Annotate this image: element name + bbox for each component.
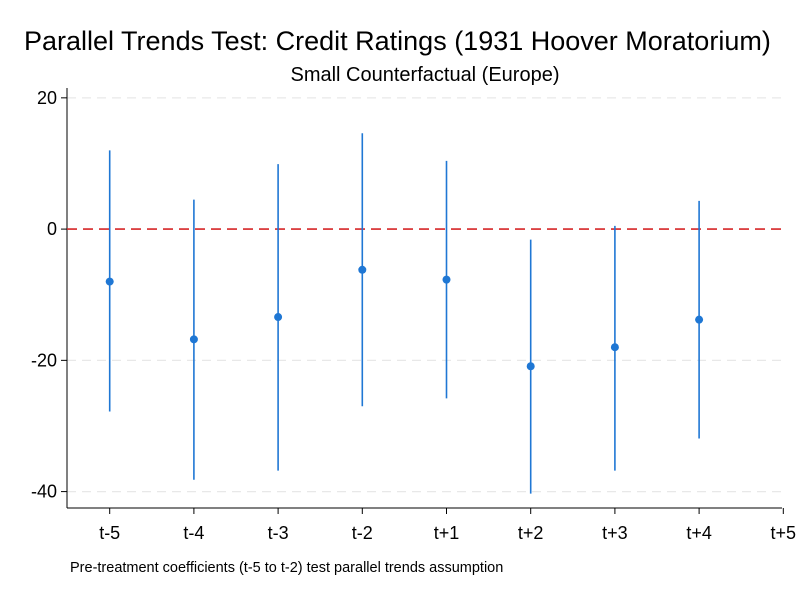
plot-marks bbox=[105, 133, 704, 494]
point-estimate bbox=[274, 313, 283, 322]
chart-title: Parallel Trends Test: Credit Ratings (19… bbox=[24, 26, 771, 56]
y-tick-label: 0 bbox=[47, 219, 57, 239]
tick-labels: 20 0 -20 -40 t-5 t-4 t-3 t-2 t+1 t+2 t+3 t+4 t+5 bbox=[31, 88, 796, 543]
x-tick-label: t+2 bbox=[518, 523, 544, 543]
point-estimate bbox=[189, 335, 198, 344]
x-tick-label: t+5 bbox=[771, 523, 797, 543]
chart-subtitle: Small Counterfactual (Europe) bbox=[290, 64, 559, 86]
x-tick-label: t-5 bbox=[99, 523, 120, 543]
grid bbox=[67, 97, 782, 493]
x-tick-label: t-4 bbox=[183, 523, 204, 543]
y-tick-label: -40 bbox=[31, 482, 57, 502]
chart-note: Pre-treatment coefficients (t-5 to t-2) … bbox=[70, 560, 503, 576]
point-estimate bbox=[695, 315, 704, 324]
x-tick-label: t+3 bbox=[602, 523, 628, 543]
x-tick-label: t+1 bbox=[434, 523, 460, 543]
x-tick-label: t-3 bbox=[268, 523, 289, 543]
x-tick-label: t+4 bbox=[686, 523, 712, 543]
point-estimate bbox=[358, 265, 367, 274]
y-tick-label: 20 bbox=[37, 88, 57, 108]
point-estimate bbox=[442, 275, 451, 284]
y-tick-label: -20 bbox=[31, 350, 57, 370]
x-tick-label: t-2 bbox=[352, 523, 373, 543]
axes bbox=[61, 88, 784, 514]
point-estimate bbox=[526, 362, 535, 371]
point-estimate bbox=[105, 277, 114, 286]
point-estimate bbox=[610, 343, 619, 352]
